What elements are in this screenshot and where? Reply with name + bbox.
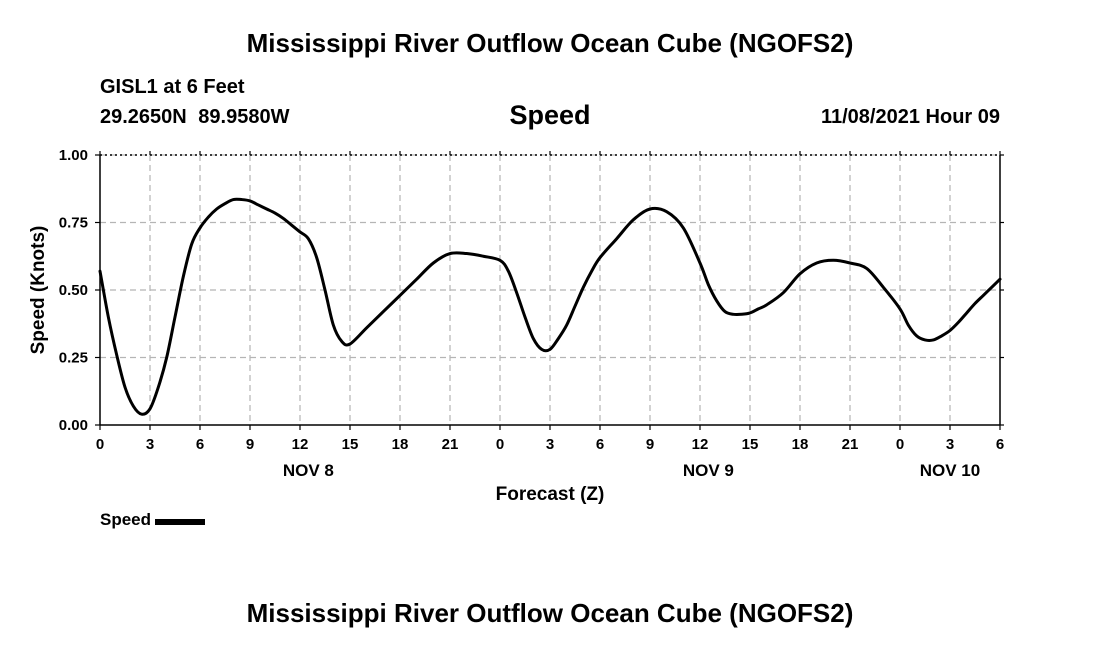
legend-label: Speed bbox=[100, 510, 152, 529]
axes bbox=[95, 151, 1004, 430]
variable-title: Speed bbox=[509, 100, 591, 130]
x-tick-label: 18 bbox=[392, 436, 409, 453]
legend-swatch bbox=[155, 519, 206, 525]
series-layer bbox=[98, 197, 1002, 416]
footer-title: Mississippi River Outflow Ocean Cube (NG… bbox=[246, 598, 854, 628]
x-tick-label: 15 bbox=[742, 436, 759, 453]
x-tick-label: 6 bbox=[996, 436, 1004, 453]
x-tick-label: 6 bbox=[596, 436, 604, 453]
x-axis-title: Forecast (Z) bbox=[496, 484, 605, 505]
y-tick-label: 0.75 bbox=[59, 215, 88, 232]
legend: Speed bbox=[100, 510, 206, 530]
chart-title: Mississippi River Outflow Ocean Cube (NG… bbox=[246, 28, 854, 58]
x-tick-label: 6 bbox=[196, 436, 204, 453]
axis-labels: 0 3 6 9 12 15 18 21 0 3 6 9 12 15 18 21 0 3 6 0.00 0.25 0.50 0… bbox=[28, 147, 1004, 505]
y-tick-label: 0.25 bbox=[59, 350, 88, 367]
x-tick-label: 15 bbox=[342, 436, 359, 453]
grid-lines bbox=[100, 154, 1000, 425]
date-label: NOV 8 bbox=[283, 461, 334, 480]
series-line-speed bbox=[98, 197, 1002, 416]
forecast-datetime: 11/08/2021 Hour 09 bbox=[820, 106, 1000, 128]
x-tick-label: 9 bbox=[246, 436, 254, 453]
x-tick-label: 0 bbox=[96, 436, 104, 453]
x-tick-label: 3 bbox=[146, 436, 154, 453]
y-tick-label: 1.00 bbox=[59, 147, 88, 164]
x-tick-label: 12 bbox=[292, 436, 309, 453]
x-tick-label: 0 bbox=[896, 436, 904, 453]
date-label: NOV 9 bbox=[683, 461, 734, 480]
date-label: NOV 10 bbox=[920, 461, 980, 480]
x-tick-label: 12 bbox=[692, 436, 709, 453]
x-tick-label: 3 bbox=[946, 436, 954, 453]
station-coordinates: 29.2650N 89.9580W bbox=[100, 106, 290, 128]
y-tick-label: 0.50 bbox=[59, 282, 88, 299]
x-tick-label: 9 bbox=[646, 436, 654, 453]
x-tick-label: 0 bbox=[496, 436, 504, 453]
y-tick-label: 0.00 bbox=[59, 417, 88, 434]
station-label: GISL1 at 6 Feet bbox=[100, 76, 245, 98]
y-axis-title: Speed (Knots) bbox=[28, 226, 49, 355]
x-tick-label: 3 bbox=[546, 436, 554, 453]
x-tick-label: 21 bbox=[442, 436, 459, 453]
x-tick-label: 21 bbox=[842, 436, 859, 453]
x-tick-label: 18 bbox=[792, 436, 809, 453]
